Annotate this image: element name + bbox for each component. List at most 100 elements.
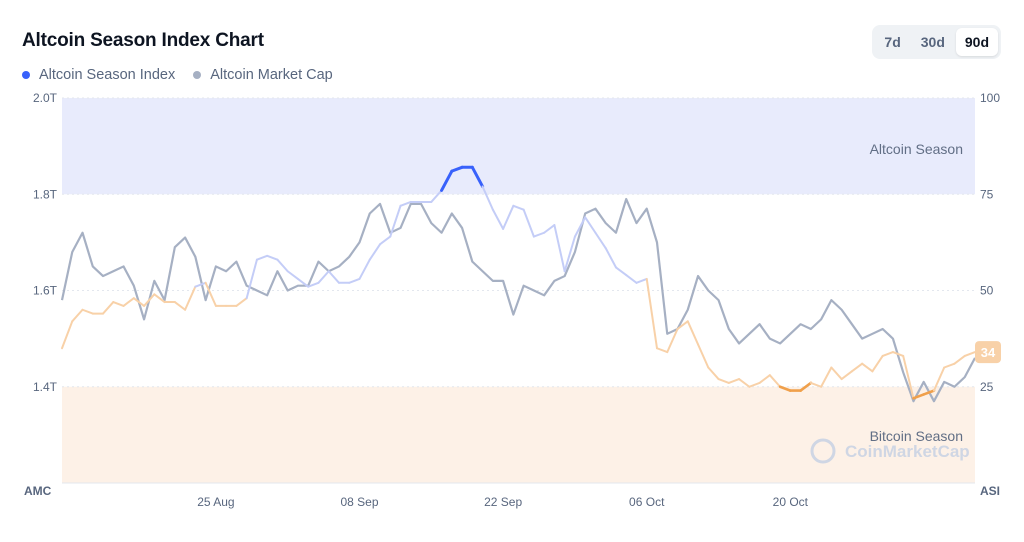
index-line-segment [266, 254, 279, 261]
range-30d-button[interactable]: 30d [920, 34, 945, 50]
index-line-segment [389, 204, 402, 238]
index-line-segment [153, 293, 166, 304]
chart-title: Altcoin Season Index Chart [22, 30, 264, 51]
x-tick-label: 08 Sep [340, 495, 378, 509]
index-line-segment [358, 258, 371, 280]
index-line-segment [799, 381, 813, 392]
left-tick-label: 1.8T [33, 187, 58, 201]
right-axis-label: ASI [980, 484, 1000, 498]
series-altcoin-season-index [61, 165, 976, 400]
index-line-segment [532, 231, 546, 238]
index-line-segment [502, 204, 515, 230]
index-line-segment [132, 297, 146, 307]
gridlines [62, 97, 975, 484]
index-line-segment [194, 281, 207, 288]
index-line-segment [953, 354, 966, 365]
index-line-segment [470, 165, 485, 189]
index-line-segment [861, 362, 874, 373]
legend-item-index[interactable]: Altcoin Season Index [22, 67, 175, 83]
index-line-segment [573, 216, 587, 238]
index-line-segment [317, 270, 330, 284]
right-tick-label: 75 [980, 187, 994, 201]
index-line-segment [614, 266, 628, 277]
legend-item-market-cap[interactable]: Altcoin Market Cap [193, 67, 333, 83]
index-line-segment [368, 243, 382, 261]
legend: Altcoin Season Index Altcoin Market Cap [22, 67, 333, 83]
index-line-segment [112, 301, 125, 307]
index-line-segment [594, 231, 607, 250]
left-axis: 2.0T 1.8T 1.6T 1.4T [33, 91, 58, 394]
index-line-segment [717, 378, 730, 384]
index-line-segment [61, 320, 74, 350]
current-value-text: 34 [981, 345, 996, 360]
index-line-segment [758, 374, 771, 384]
index-line-segment [81, 308, 94, 315]
legend-label-index: Altcoin Season Index [39, 67, 176, 83]
index-line-segment [235, 297, 248, 307]
index-line-segment [245, 258, 258, 300]
bitcoin-season-label: Bitcoin Season [870, 428, 963, 444]
index-line-segment [635, 277, 648, 284]
index-line-segment [881, 351, 894, 357]
index-line-segment [840, 370, 853, 381]
right-axis: 100 75 50 25 [980, 91, 1000, 394]
current-value-badge: 34 [975, 341, 1001, 364]
index-line-segment [830, 366, 843, 381]
index-line-segment [522, 208, 535, 238]
left-tick-label: 2.0T [33, 91, 58, 105]
watermark-text: CoinMarketCap [845, 442, 970, 461]
time-range-selector: 7d 30d 90d [872, 25, 1001, 59]
index-line-segment [963, 351, 976, 357]
index-line-segment [584, 216, 597, 234]
index-line-segment [686, 320, 700, 346]
index-line-segment [912, 393, 926, 400]
index-line-segment [778, 385, 792, 392]
index-line-segment [697, 343, 710, 369]
index-line-segment [276, 258, 289, 273]
index-line-segment [666, 328, 679, 354]
index-line-segment [932, 366, 946, 392]
index-line-segment [553, 224, 566, 273]
index-line-segment [204, 281, 217, 307]
index-line-segment [809, 381, 823, 388]
index-line-segment [327, 270, 340, 284]
index-line-segment [850, 362, 864, 373]
index-line-segment [871, 354, 884, 373]
current-value-badge-bg [975, 341, 1001, 364]
index-line-segment [450, 165, 464, 173]
index-line-segment [430, 189, 443, 203]
index-line-segment [143, 293, 156, 307]
altcoin-season-label: Altcoin Season [870, 141, 963, 157]
index-line-segment [902, 354, 915, 400]
range-90d-button[interactable]: 90d [955, 28, 998, 56]
index-line-segment [563, 235, 576, 273]
index-line-segment [727, 378, 741, 384]
left-tick-label: 1.4T [33, 380, 58, 394]
legend-dot-index [22, 71, 30, 79]
altcoin-season-zone [62, 98, 975, 195]
index-line-segment [738, 378, 751, 388]
index-line-segment [645, 277, 658, 350]
index-line-segment [604, 247, 617, 269]
x-tick-label: 25 Aug [197, 495, 234, 509]
bitcoin-season-zone [62, 386, 975, 483]
index-line-segment [676, 320, 689, 330]
right-tick-label: 50 [980, 284, 994, 298]
index-line-segment [543, 224, 556, 234]
watermark: CoinMarketCap [810, 438, 970, 464]
market-cap-line [60, 197, 976, 403]
right-tick-label: 25 [980, 380, 994, 394]
index-line-segment [491, 208, 505, 230]
index-line-segment [286, 270, 299, 280]
x-tick-label: 06 Oct [629, 495, 665, 509]
index-line-segment [481, 185, 494, 211]
legend-dot-market-cap [193, 71, 202, 79]
x-tick-label: 20 Oct [773, 495, 809, 509]
range-7d-button[interactable]: 7d [884, 34, 901, 50]
index-line-segment [184, 285, 197, 311]
index-line-segment [173, 301, 187, 311]
right-tick-label: 100 [980, 91, 1000, 105]
index-line-segment [440, 169, 454, 192]
